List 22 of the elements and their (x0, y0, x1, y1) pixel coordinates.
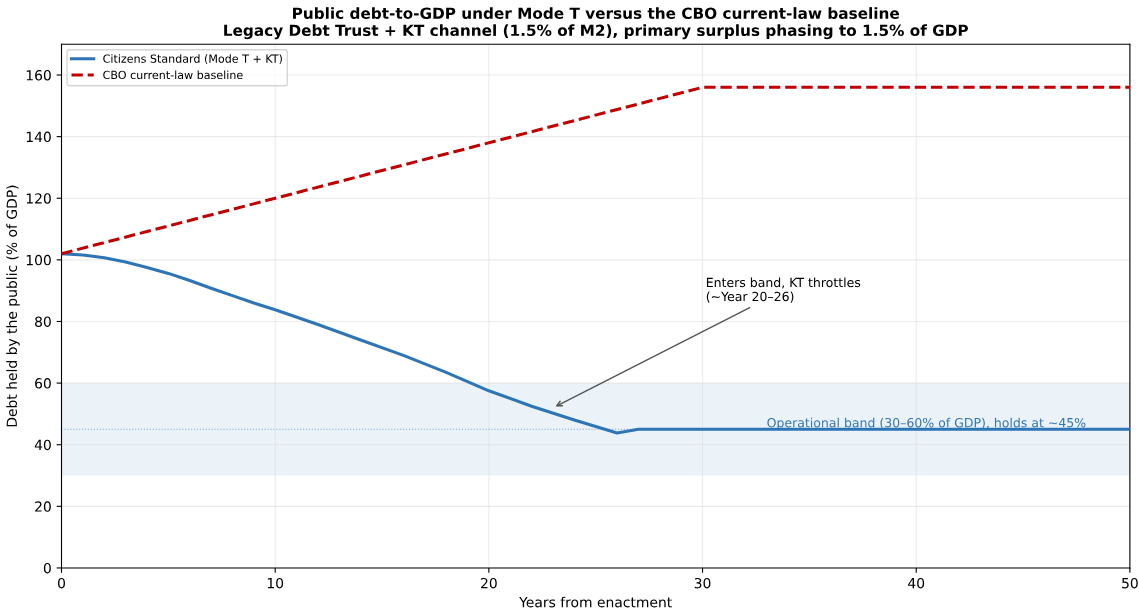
y-tick-label: 20 (35, 501, 51, 512)
legend-label: CBO current-law baseline (103, 70, 243, 80)
y-tick-label: 40 (34, 439, 51, 451)
y-axis-title: Debt held by the public (% of GDP) (6, 185, 20, 427)
y-tick-label: 80 (35, 316, 51, 327)
x-tick-label: 20 (481, 577, 497, 589)
x-tick-label: 30 (694, 577, 711, 589)
x-axis-title: Years from enactment (519, 596, 672, 608)
x-tick-label: 10 (267, 577, 284, 589)
y-tick-label: 100 (26, 254, 51, 266)
x-tick-label: 40 (908, 577, 925, 589)
annotation: Enters band, KT throttles (~Year 20–26) (706, 277, 861, 303)
y-tick-label: 120 (26, 193, 51, 204)
band-label: Operational band (30–60% of GDP), holds at ~45% (767, 417, 1086, 430)
y-tick-label: 140 (26, 131, 51, 143)
y-tick-label: 160 (26, 69, 51, 81)
chart-title: Public debt-to-GDP under Mode T versus the CBO current-law baseline Legacy Debt Trust + KT channel (1.5% of M2), primary surplus phasing to 1.5% of GDP (224, 7, 968, 40)
legend-label: Citizens Standard (Mode T + KT) (103, 54, 282, 65)
y-tick-label: 60 (35, 378, 51, 389)
x-tick-label: 0 (58, 577, 65, 589)
x-tick-label: 50 (1122, 577, 1138, 589)
y-tick-label: 0 (43, 562, 51, 574)
